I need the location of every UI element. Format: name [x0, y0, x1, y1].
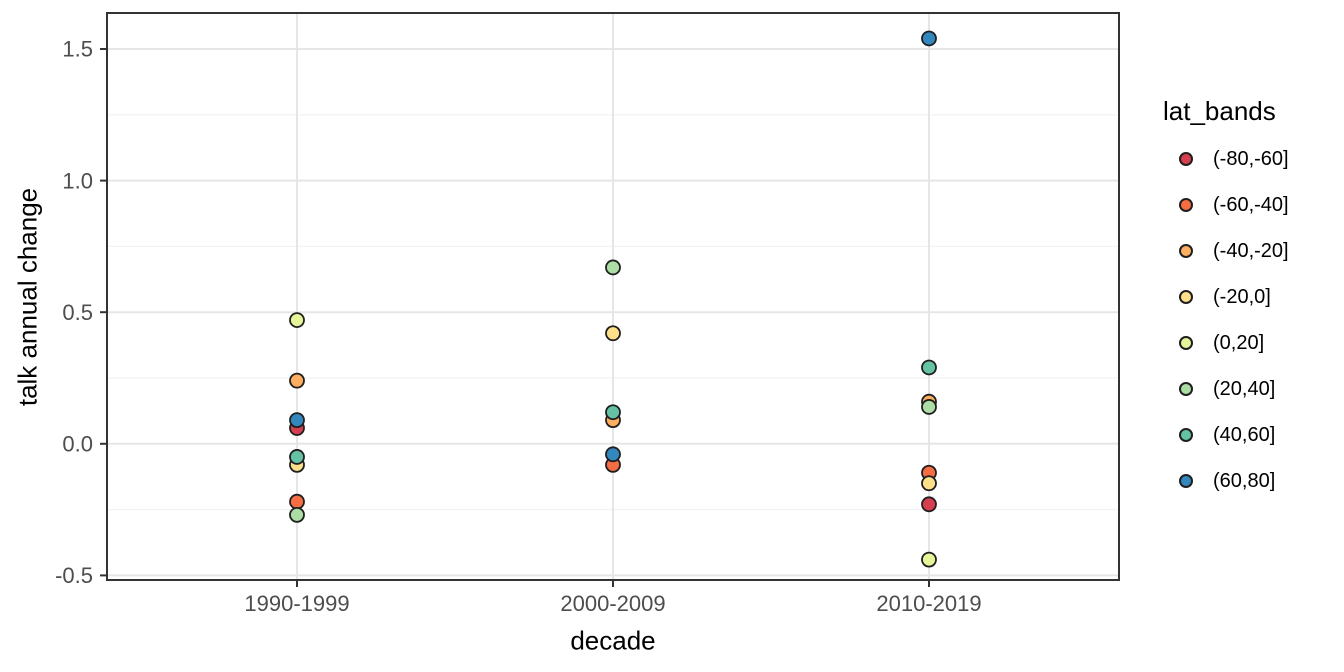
legend-item: (20,40] — [1163, 376, 1275, 402]
legend-item: (0,20] — [1163, 330, 1264, 356]
x-tick-label: 1990-1999 — [244, 591, 349, 616]
legend-item-label: (-80,-60] — [1213, 147, 1289, 170]
data-point — [921, 551, 937, 568]
legend-key-swatch — [1179, 244, 1193, 258]
x-axis-title: decade — [570, 625, 656, 656]
legend-title: lat_bands — [1163, 96, 1276, 126]
y-tick-label: 1.0 — [62, 168, 93, 193]
data-point — [289, 449, 305, 465]
legend-key-swatch — [1179, 336, 1193, 350]
y-tick-label: 1.5 — [62, 37, 93, 62]
data-point — [289, 312, 305, 328]
legend-key-swatch — [1179, 428, 1193, 442]
legend-item: (-80,-60] — [1163, 146, 1289, 172]
y-axis-title: talk annual change — [12, 187, 43, 407]
legend-item-label: (60,80] — [1213, 469, 1276, 492]
legend-item-label: (0,20] — [1213, 331, 1265, 354]
y-tick-label: -0.5 — [55, 563, 93, 588]
legend-item-label: (-40,-20] — [1213, 239, 1289, 262]
legend-item-label: (20,40] — [1213, 377, 1276, 400]
legend-key-swatch — [1179, 152, 1193, 166]
x-tick-label: 2010-2019 — [876, 591, 981, 616]
data-point — [289, 412, 305, 429]
legend-key-swatch — [1179, 474, 1193, 488]
legend-item: (60,80] — [1163, 468, 1275, 494]
legend-key-swatch — [1179, 290, 1193, 304]
legend-item: (-20,0] — [1163, 284, 1271, 310]
data-point — [605, 259, 621, 276]
y-tick-label: 0.0 — [62, 432, 93, 457]
legend-item-label: (40,60] — [1213, 423, 1276, 446]
legend-key-swatch — [1179, 382, 1193, 396]
legend-item: (-60,-40] — [1163, 192, 1289, 218]
y-tick-label: 0.5 — [62, 300, 93, 325]
legend-item-label: (-60,-40] — [1213, 193, 1289, 216]
data-point — [605, 446, 621, 463]
legend-item: (40,60] — [1163, 422, 1275, 448]
data-point — [921, 359, 937, 376]
data-point — [921, 399, 937, 415]
data-point — [289, 493, 305, 510]
data-point — [921, 30, 937, 47]
legend: lat_bands (-80,-60] (-60,-40] (-40,-20] (-2… — [1163, 90, 1343, 520]
data-point — [921, 496, 937, 513]
legend-item: (-40,-20] — [1163, 238, 1289, 264]
data-point — [605, 325, 621, 342]
x-tick-label: 2000-2009 — [560, 591, 665, 616]
legend-key-swatch — [1179, 198, 1193, 212]
legend-item-label: (-20,0] — [1213, 285, 1271, 308]
data-point — [605, 404, 621, 421]
data-point — [289, 506, 305, 523]
data-point — [921, 475, 937, 492]
data-point — [289, 372, 305, 389]
